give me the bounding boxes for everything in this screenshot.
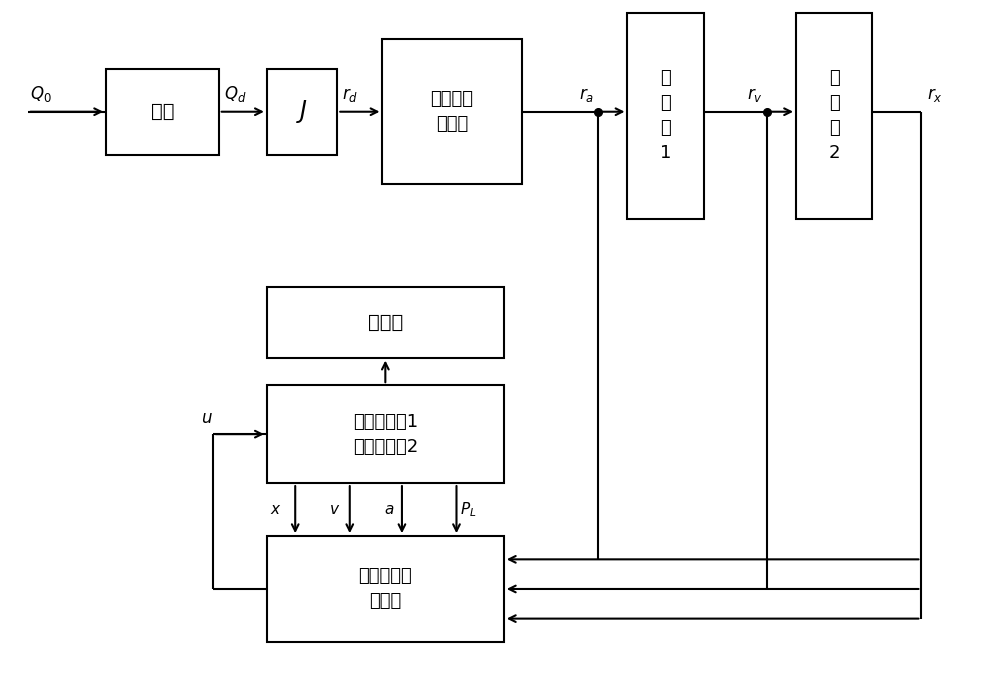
- Bar: [627, 13, 704, 219]
- Text: $J$: $J$: [296, 98, 308, 126]
- Bar: [382, 39, 522, 185]
- Bar: [267, 385, 504, 483]
- Text: 阀控缸机构1
阀控缸机构2: 阀控缸机构1 阀控缸机构2: [353, 413, 418, 456]
- Text: 顺馈: 顺馈: [151, 102, 174, 121]
- Bar: [267, 69, 337, 155]
- Text: 参考信号
发生器: 参考信号 发生器: [430, 91, 473, 133]
- Text: $r_a$: $r_a$: [579, 86, 594, 104]
- Text: $Q_d$: $Q_d$: [224, 84, 246, 104]
- Text: $a$: $a$: [384, 503, 394, 517]
- Text: 积
分
器
2: 积 分 器 2: [828, 69, 840, 162]
- Text: $P_L$: $P_L$: [460, 500, 477, 519]
- Text: $r_v$: $r_v$: [747, 86, 763, 104]
- Text: $u$: $u$: [201, 410, 213, 427]
- Bar: [796, 13, 872, 219]
- Bar: [267, 287, 504, 357]
- Text: $r_x$: $r_x$: [927, 86, 943, 104]
- Text: $Q_0$: $Q_0$: [30, 84, 51, 104]
- Text: 上平台: 上平台: [368, 313, 403, 332]
- Bar: [267, 536, 504, 642]
- Text: 积
分
器
1: 积 分 器 1: [660, 69, 671, 162]
- Bar: [106, 69, 219, 155]
- Text: $x$: $x$: [270, 503, 281, 517]
- Text: $v$: $v$: [329, 503, 340, 517]
- Text: 干扰力补偿
控制器: 干扰力补偿 控制器: [358, 567, 412, 611]
- Text: $r_d$: $r_d$: [342, 86, 358, 104]
